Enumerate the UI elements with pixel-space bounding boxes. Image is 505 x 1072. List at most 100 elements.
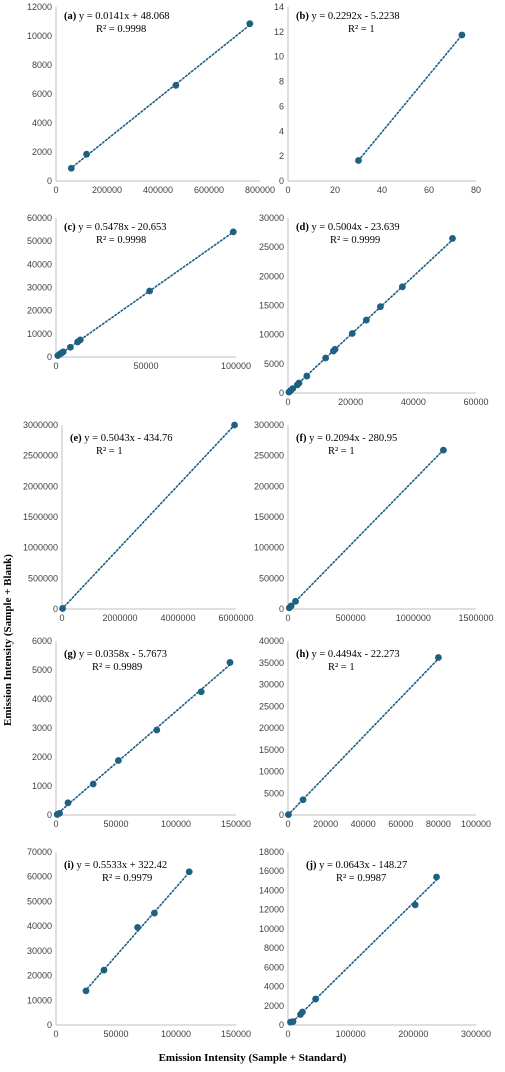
y-tick-label: 14 xyxy=(274,2,284,12)
x-tick-label: 40000 xyxy=(401,397,426,407)
y-tick-label: 3000000 xyxy=(23,420,58,430)
y-tick-label: 12000 xyxy=(27,2,52,12)
y-tick-label: 2000 xyxy=(32,147,52,157)
y-tick-label: 2000 xyxy=(32,752,52,762)
x-tick-label: 100000 xyxy=(161,1029,191,1039)
data-point xyxy=(458,31,466,39)
equation-label: (h) y = 0.4494x - 22.273 xyxy=(296,649,400,660)
x-tick-label: 20 xyxy=(330,185,340,195)
x-tick-label: 80000 xyxy=(426,819,451,829)
trendline xyxy=(357,34,463,162)
data-point xyxy=(289,385,297,393)
data-point xyxy=(331,345,339,353)
y-tick-label: 4000 xyxy=(32,118,52,128)
y-tick-label: 0 xyxy=(47,352,52,362)
x-tick-label: 2000000 xyxy=(102,613,137,623)
y-tick-label: 0 xyxy=(279,388,284,398)
y-tick-label: 40000 xyxy=(27,259,52,269)
y-tick-label: 8000 xyxy=(264,943,284,953)
data-point xyxy=(284,811,292,819)
x-tick-label: 0 xyxy=(53,185,58,195)
data-point xyxy=(295,379,303,387)
y-tick-label: 1000000 xyxy=(23,543,58,553)
y-tick-label: 70000 xyxy=(27,847,52,857)
y-tick-label: 1500000 xyxy=(23,512,58,522)
equation-label: (c) y = 0.5478x - 20.653 xyxy=(64,222,166,233)
y-tick-label: 0 xyxy=(279,604,284,614)
equation-text: y = 0.2292x - 5.2238 xyxy=(311,11,399,22)
y-tick-label: 4000 xyxy=(32,694,52,704)
y-tick-label: 500000 xyxy=(28,573,58,583)
equation-label: (i) y = 0.5533x + 322.42 xyxy=(64,860,167,871)
y-tick-label: 12 xyxy=(274,27,284,37)
r-squared-label: R² = 1 xyxy=(328,662,355,673)
data-point xyxy=(67,164,75,172)
data-point xyxy=(289,1018,297,1026)
x-axis-label: Emission Intensity (Sample + Standard) xyxy=(158,1052,347,1064)
data-point xyxy=(435,654,442,661)
data-point xyxy=(411,901,419,909)
data-point xyxy=(362,316,370,324)
data-point xyxy=(59,348,67,356)
y-tick-label: 15000 xyxy=(259,301,284,311)
equation-text: y = 0.4494x - 22.273 xyxy=(311,649,399,660)
data-point xyxy=(398,283,406,291)
data-point xyxy=(299,796,307,804)
data-point xyxy=(115,757,122,764)
x-tick-label: 100000 xyxy=(221,361,251,371)
chart-panel-8: 0 5000 10000 15000 20000 25000 30000 35000 40000… xyxy=(259,636,491,829)
y-tick-label: 6000 xyxy=(32,89,52,99)
y-axis-label: Emission Intensity (Sample + Blank) xyxy=(2,554,14,726)
data-point xyxy=(292,597,299,605)
r-squared-label: R² = 0.9989 xyxy=(92,662,142,673)
data-point xyxy=(100,966,108,974)
y-tick-label: 6 xyxy=(279,101,284,111)
y-tick-label: 10000 xyxy=(27,31,52,41)
x-tick-label: 0 xyxy=(53,819,58,829)
x-tick-label: 150000 xyxy=(221,819,251,829)
y-tick-label: 6000 xyxy=(264,962,284,972)
r-squared-label: R² = 0.9979 xyxy=(102,873,152,884)
x-tick-label: 60000 xyxy=(463,397,488,407)
y-tick-label: 20000 xyxy=(27,971,52,981)
y-tick-label: 0 xyxy=(47,176,52,186)
x-tick-label: 50000 xyxy=(133,361,158,371)
x-tick-label: 0 xyxy=(285,1029,290,1039)
x-tick-label: 0 xyxy=(285,819,290,829)
equation-label: (g) y = 0.0358x - 5.7673 xyxy=(64,649,167,660)
y-tick-label: 250000 xyxy=(254,451,284,461)
equation-text: y = 0.0643x - 148.27 xyxy=(319,860,407,871)
panel-label: (h) xyxy=(296,649,311,660)
y-tick-label: 5000 xyxy=(264,359,284,369)
panel-label: (j) xyxy=(306,860,319,871)
x-tick-label: 0 xyxy=(285,185,290,195)
panel-label: (b) xyxy=(296,11,311,22)
y-tick-label: 20000 xyxy=(27,306,52,316)
x-tick-label: 20000 xyxy=(313,819,338,829)
data-point xyxy=(64,799,72,807)
data-point xyxy=(303,372,311,380)
equation-label: (d) y = 0.5004x - 23.639 xyxy=(296,222,400,233)
equation-text: y = 0.5478x - 20.653 xyxy=(78,222,166,233)
x-tick-label: 0 xyxy=(53,1029,58,1039)
y-tick-label: 14000 xyxy=(259,885,284,895)
trendline xyxy=(69,23,252,170)
data-point xyxy=(287,602,295,610)
x-tick-label: 80 xyxy=(471,185,481,195)
y-tick-label: 1000 xyxy=(32,781,52,791)
y-tick-label: 50000 xyxy=(27,236,52,246)
y-tick-label: 300000 xyxy=(254,420,284,430)
r-squared-label: R² = 0.9999 xyxy=(330,235,380,246)
chart-panel-9: 0 10000 20000 30000 40000 50000 60000 70000 0 500… xyxy=(27,847,251,1039)
equation-text: y = 0.0358x - 5.7673 xyxy=(79,649,167,660)
data-point xyxy=(134,923,142,931)
y-tick-label: 12000 xyxy=(259,905,284,915)
x-tick-label: 60000 xyxy=(388,819,413,829)
y-tick-label: 18000 xyxy=(259,847,284,857)
trendline xyxy=(61,424,236,610)
y-tick-label: 150000 xyxy=(254,512,284,522)
trendline xyxy=(287,237,455,394)
equation-label: (j) y = 0.0643x - 148.27 xyxy=(306,860,407,871)
x-tick-label: 0 xyxy=(285,397,290,407)
